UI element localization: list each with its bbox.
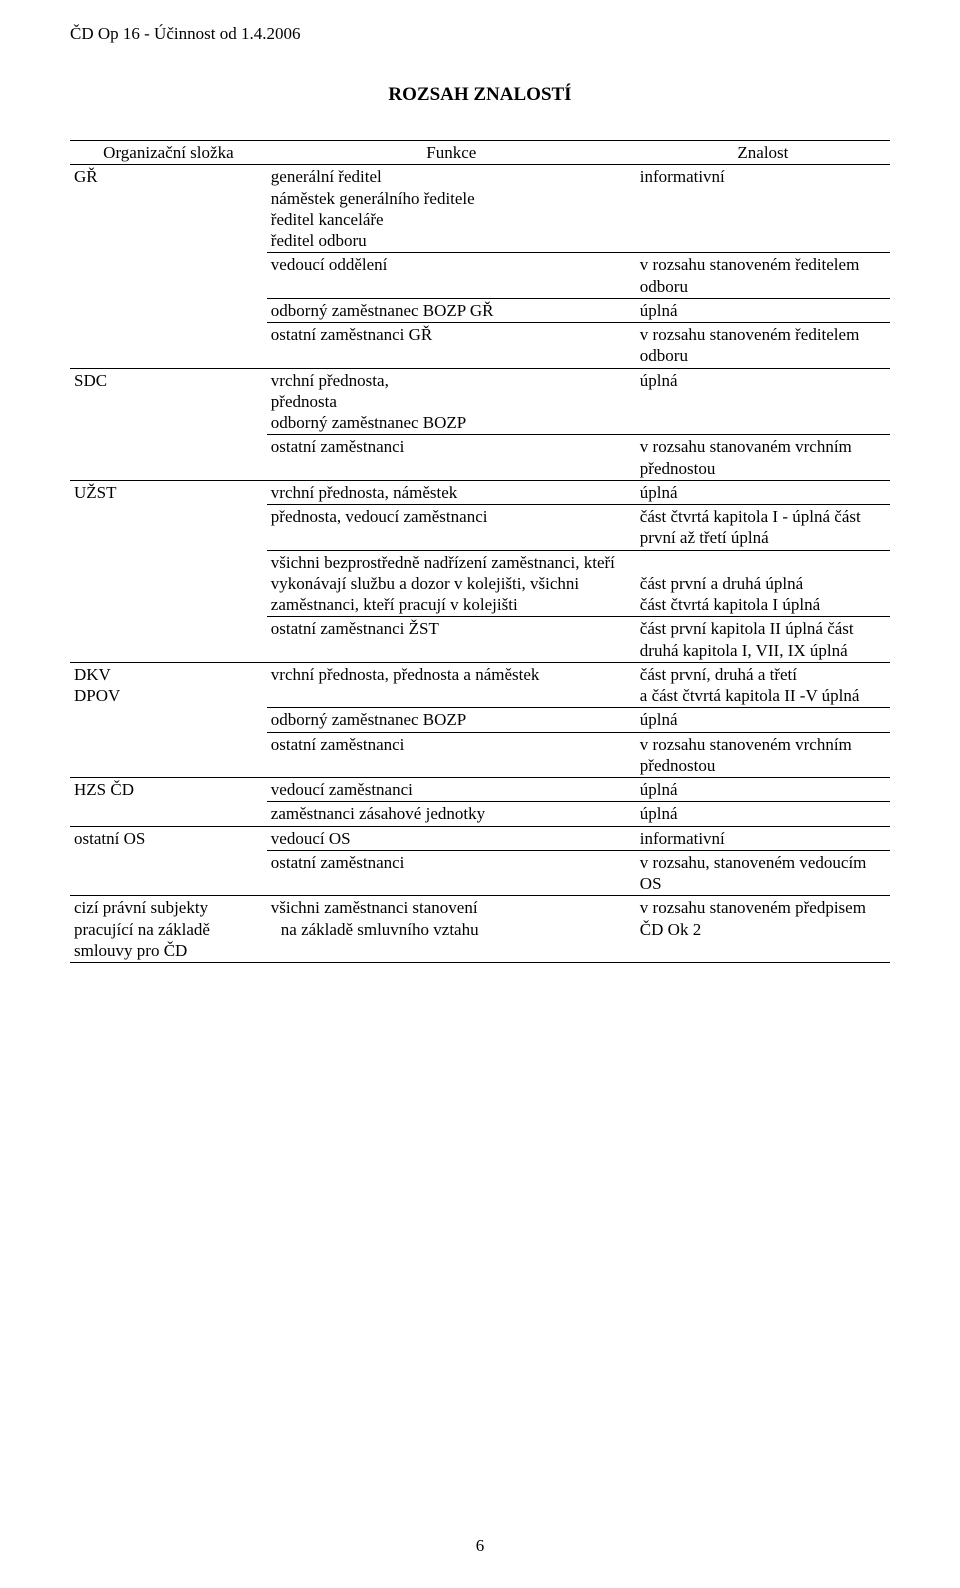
table-row: SDC vrchní přednosta,přednostaodborný za… [70, 368, 890, 435]
cell-org: SDC [70, 368, 267, 480]
cell-org: HZS ČD [70, 778, 267, 827]
table-row: UŽST vrchní přednosta, náměstek úplná [70, 480, 890, 504]
cell-znal: v rozsahu, stanoveném vedoucím OS [636, 850, 890, 896]
cell-func: odborný zaměstnanec BOZP GŘ [267, 298, 636, 322]
cell-znal: informativní [636, 165, 890, 253]
cell-func: ostatní zaměstnanci [267, 435, 636, 481]
cell-org: DKVDPOV [70, 662, 267, 777]
page-number: 6 [0, 1536, 960, 1556]
cell-func: ostatní zaměstnanci [267, 732, 636, 778]
cell-znal: část první a druhá úplnáčást čtvrtá kapi… [636, 550, 890, 617]
th-org: Organizační složka [70, 141, 267, 165]
cell-znal: úplná [636, 480, 890, 504]
cell-func: vedoucí oddělení [267, 253, 636, 299]
cell-znal: v rozsahu stanoveném předpisem ČD Ok 2 [636, 896, 890, 963]
th-znal: Znalost [636, 141, 890, 165]
cell-func: ostatní zaměstnanci ŽST [267, 617, 636, 663]
cell-func: vrchní přednosta,přednostaodborný zaměst… [267, 368, 636, 435]
knowledge-table: Organizační složka Funkce Znalost GŘ gen… [70, 140, 890, 963]
cell-org: UŽST [70, 480, 267, 662]
table-row: GŘ generální ředitelnáměstek generálního… [70, 165, 890, 253]
cell-znal: v rozsahu stanoveném ředitelem odboru [636, 323, 890, 369]
cell-znal: část první kapitola II úplná část druhá … [636, 617, 890, 663]
cell-func: vrchní přednosta, náměstek [267, 480, 636, 504]
table-header-row: Organizační složka Funkce Znalost [70, 141, 890, 165]
cell-znal: část první, druhá a třetía část čtvrtá k… [636, 662, 890, 708]
cell-znal: část čtvrtá kapitola I - úplná část prvn… [636, 505, 890, 551]
cell-org: ostatní OS [70, 826, 267, 896]
cell-func: všichni zaměstnanci stanovení na základě… [267, 896, 636, 963]
cell-org: GŘ [70, 165, 267, 368]
cell-func: vedoucí OS [267, 826, 636, 850]
cell-func: přednosta, vedoucí zaměstnanci [267, 505, 636, 551]
cell-znal: informativní [636, 826, 890, 850]
cell-znal: úplná [636, 298, 890, 322]
cell-func: generální ředitelnáměstek generálního ře… [267, 165, 636, 253]
cell-func: ostatní zaměstnanci GŘ [267, 323, 636, 369]
table-row: DKVDPOV vrchní přednosta, přednosta a ná… [70, 662, 890, 708]
cell-znal: v rozsahu stanoveném ředitelem odboru [636, 253, 890, 299]
cell-znal: v rozsahu stanoveném vrchním přednostou [636, 732, 890, 778]
cell-func-line1: všichni zaměstnanci stanovení [271, 898, 478, 917]
table-row: cizí právní subjekty pracující na základ… [70, 896, 890, 963]
cell-func: vrchní přednosta, přednosta a náměstek [267, 662, 636, 708]
doc-title: ROZSAH ZNALOSTÍ [70, 84, 890, 106]
table-row: ostatní OS vedoucí OS informativní [70, 826, 890, 850]
cell-org: cizí právní subjekty pracující na základ… [70, 896, 267, 963]
cell-func-line2: na základě smluvního vztahu [271, 919, 632, 940]
cell-func: všichni bezprostředně nadřízení zaměstna… [267, 550, 636, 617]
cell-func: vedoucí zaměstnanci [267, 778, 636, 802]
cell-func: zaměstnanci zásahové jednotky [267, 802, 636, 826]
table-row: HZS ČD vedoucí zaměstnanci úplná [70, 778, 890, 802]
cell-func: odborný zaměstnanec BOZP [267, 708, 636, 732]
cell-znal: úplná [636, 708, 890, 732]
cell-znal: v rozsahu stanovaném vrchním přednostou [636, 435, 890, 481]
cell-znal: úplná [636, 778, 890, 802]
doc-header: ČD Op 16 - Účinnost od 1.4.2006 [70, 24, 890, 44]
cell-func: ostatní zaměstnanci [267, 850, 636, 896]
th-func: Funkce [267, 141, 636, 165]
cell-znal: úplná [636, 368, 890, 435]
cell-znal: úplná [636, 802, 890, 826]
